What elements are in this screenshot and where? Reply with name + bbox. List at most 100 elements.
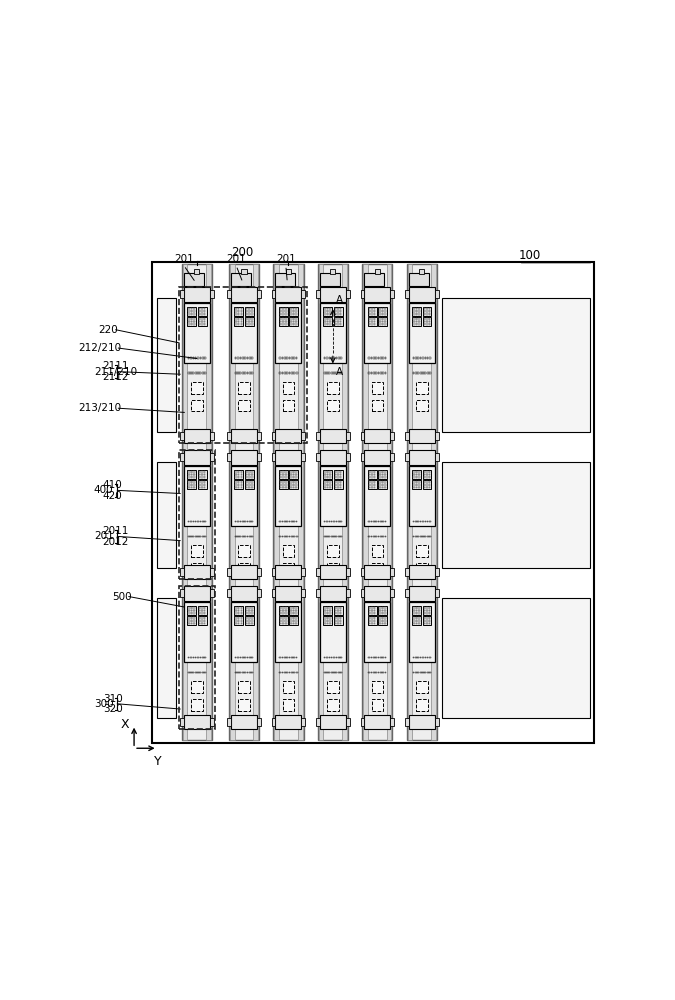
Bar	[340, 321, 342, 322]
Bar	[184, 429, 210, 443]
Bar	[331, 672, 333, 673]
Bar	[282, 487, 284, 488]
Bar	[426, 474, 428, 475]
Bar	[416, 699, 427, 711]
Bar	[327, 310, 329, 312]
Bar	[338, 481, 339, 483]
Bar	[201, 310, 203, 312]
Bar	[234, 470, 243, 479]
Bar	[246, 318, 247, 320]
Bar	[442, 298, 590, 432]
Bar	[324, 476, 326, 478]
Bar	[293, 617, 294, 619]
Bar	[424, 481, 425, 483]
Bar	[251, 610, 252, 611]
Bar	[290, 617, 292, 619]
Bar	[240, 474, 242, 475]
Bar	[231, 466, 257, 526]
Bar	[238, 487, 240, 488]
Bar	[429, 313, 431, 315]
Bar	[251, 471, 252, 473]
Bar	[413, 313, 414, 315]
Bar	[198, 474, 200, 475]
Bar	[238, 563, 250, 575]
Bar	[380, 536, 382, 537]
Bar	[238, 318, 240, 320]
Bar	[340, 474, 342, 475]
Bar	[195, 536, 196, 537]
Bar	[329, 607, 331, 609]
Bar	[290, 474, 292, 475]
Bar	[435, 290, 439, 298]
Bar	[188, 474, 190, 475]
Bar	[200, 372, 201, 374]
Bar	[385, 521, 386, 522]
Bar	[324, 623, 326, 624]
Bar	[248, 481, 250, 483]
Bar	[198, 308, 200, 309]
Bar	[227, 589, 231, 597]
Bar	[244, 521, 246, 522]
Bar	[369, 623, 371, 624]
Bar	[285, 607, 287, 609]
Bar	[294, 521, 295, 522]
Bar	[275, 602, 302, 662]
Bar	[293, 487, 294, 488]
Bar	[384, 484, 386, 486]
Bar	[338, 313, 339, 315]
Bar	[184, 586, 210, 601]
Bar	[333, 470, 342, 479]
Bar	[227, 453, 231, 461]
Bar	[188, 521, 190, 522]
Bar	[192, 372, 194, 374]
Bar	[290, 313, 292, 315]
Bar	[293, 607, 294, 609]
Bar	[235, 657, 236, 658]
Bar	[338, 521, 340, 522]
Bar	[416, 313, 417, 315]
Bar	[429, 487, 431, 488]
Bar	[418, 308, 420, 309]
Bar	[364, 715, 390, 729]
Bar	[290, 308, 292, 309]
Bar	[248, 323, 250, 325]
Bar	[333, 536, 335, 537]
Bar	[340, 476, 342, 478]
Bar	[289, 657, 290, 658]
Bar	[240, 610, 242, 611]
Bar	[368, 672, 370, 673]
Bar	[248, 321, 250, 322]
Bar	[197, 536, 199, 537]
Bar	[244, 536, 246, 537]
Bar	[429, 620, 431, 622]
Bar	[374, 481, 375, 483]
Bar	[294, 536, 295, 537]
Bar	[279, 606, 288, 615]
Bar	[251, 487, 252, 488]
Bar	[279, 310, 281, 312]
Bar	[374, 471, 375, 473]
Bar	[413, 623, 414, 624]
Bar	[198, 610, 200, 611]
Bar	[408, 602, 435, 662]
Bar	[210, 718, 213, 726]
Bar	[420, 536, 421, 537]
Bar	[324, 657, 325, 658]
Bar	[390, 290, 394, 298]
Bar	[293, 481, 294, 483]
Bar	[324, 620, 326, 622]
Text: 400: 400	[94, 485, 113, 495]
Bar	[335, 487, 336, 488]
Bar	[240, 672, 242, 673]
Bar	[290, 620, 292, 622]
Bar	[237, 521, 239, 522]
Bar	[423, 480, 431, 489]
Bar	[198, 484, 200, 486]
Bar	[382, 623, 383, 624]
Bar	[188, 617, 190, 619]
Bar	[281, 657, 283, 658]
Bar	[426, 487, 428, 488]
Bar	[248, 487, 250, 488]
Bar	[302, 432, 305, 440]
Bar	[416, 321, 417, 322]
